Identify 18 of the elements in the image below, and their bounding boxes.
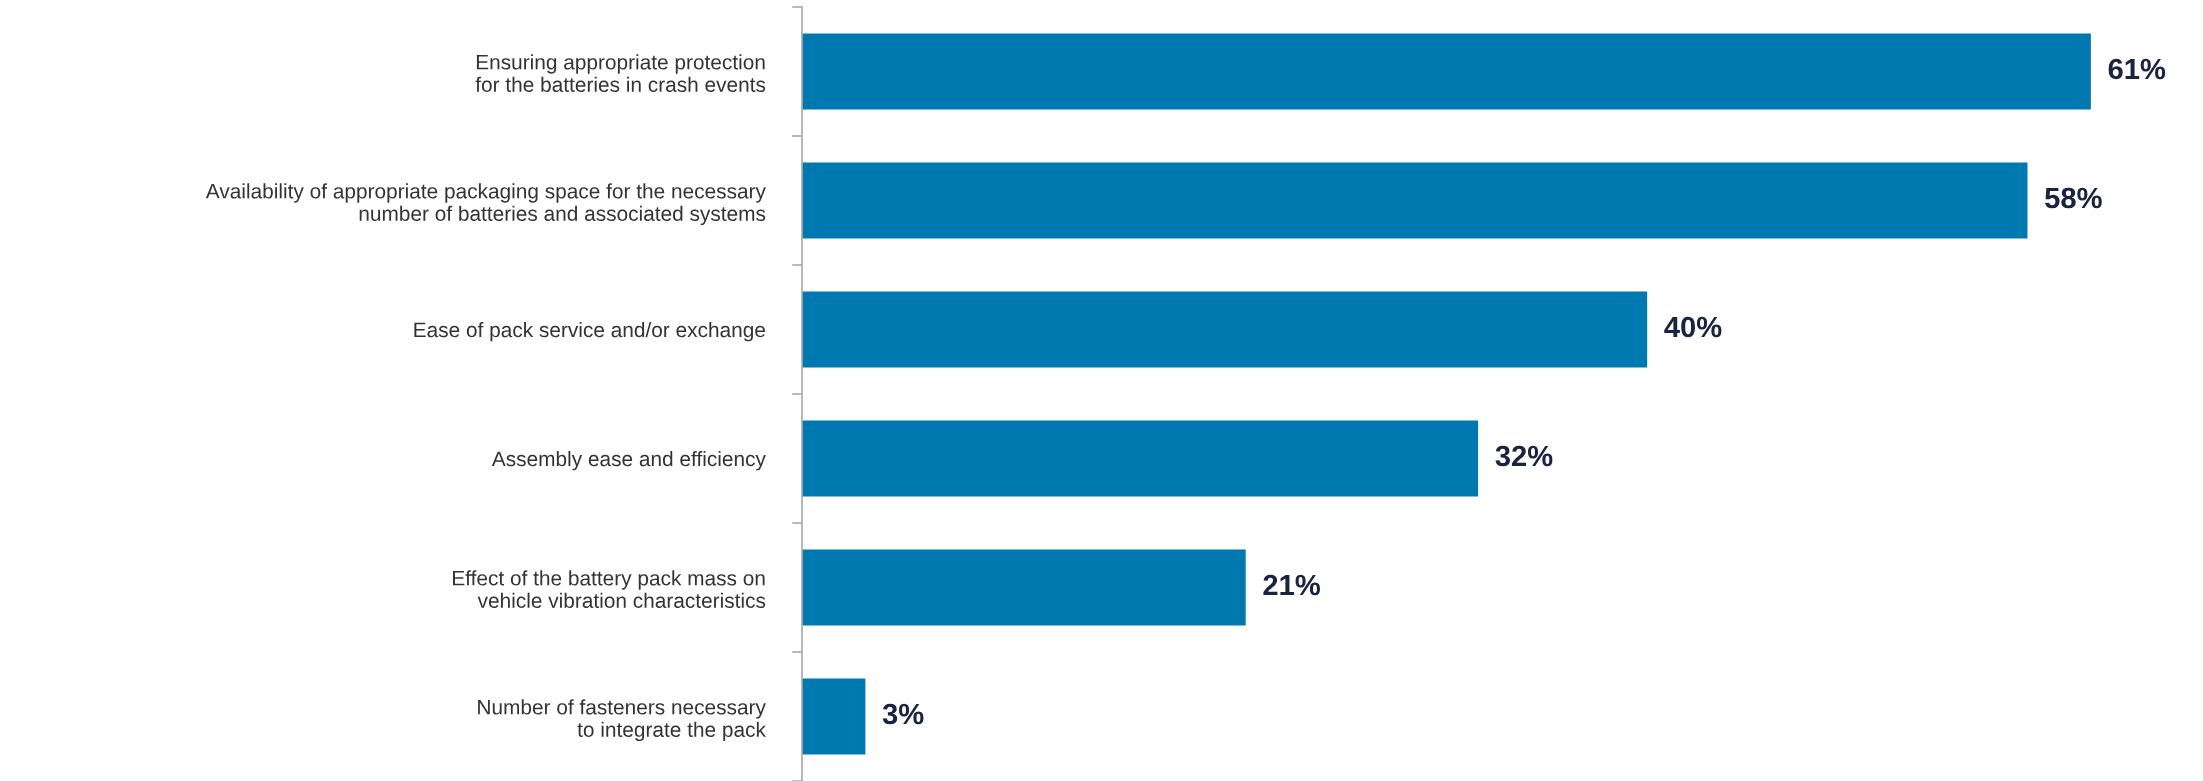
data-label: 32%: [1495, 445, 1553, 467]
data-label: 3%: [882, 703, 924, 725]
y-tick-label: Ensuring appropriate protection for the batteries in crash events: [475, 54, 766, 92]
bar: [802, 678, 866, 755]
data-label: 58%: [2045, 187, 2102, 209]
bar: [802, 33, 2091, 110]
bar: [802, 291, 1648, 368]
bar: [802, 549, 1246, 626]
data-label: 61%: [2108, 58, 2166, 80]
y-tick-label: Number of fasteners necessary to integrate the pack: [478, 699, 766, 742]
data-label: 40%: [1664, 316, 1722, 338]
y-tick-label: Ease of pack service and/or exchange: [414, 321, 765, 342]
y-tick-label: Effect of the battery pack mass on vehicle vibration characteristics: [453, 570, 766, 608]
bar: [802, 162, 2028, 239]
y-tick-label: Availability of appropriate packaging space for the necessary number of batteries and associated systems: [205, 183, 766, 226]
data-label: 21%: [1263, 574, 1320, 596]
y-tick-label: Assembly ease and efficiency: [491, 450, 766, 471]
bar: [802, 420, 1479, 497]
